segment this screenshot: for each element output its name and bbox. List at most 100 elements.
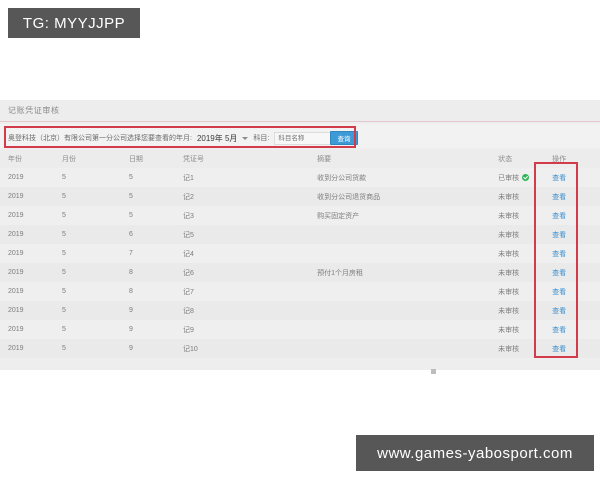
view-link[interactable]: 查看 [552,326,567,334]
view-link[interactable]: 查看 [552,174,567,182]
view-link[interactable]: 查看 [552,307,567,315]
status-label: 未审核 [498,307,520,315]
view-link[interactable]: 查看 [552,250,567,258]
cell-action: 查看 [544,306,600,316]
cell-year: 2019 [8,269,24,276]
cell-month: 5 [62,231,66,238]
cell-day: 8 [128,288,133,295]
view-link[interactable]: 查看 [552,231,567,239]
status-label: 未审核 [498,212,520,220]
cell-year: 2019 [8,326,24,333]
view-link[interactable]: 查看 [552,193,567,201]
table-row: 2019 5 9 记10 未审核 查看 [0,339,600,358]
cell-month: 5 [62,212,66,219]
table-body: 2019 5 5 记1 收到分公司货款 已审核 查看 2019 5 5 记2 收到分公司退货商品 未审核… [0,168,600,358]
table-header-row: 年份 月份 日期 凭证号 摘要 状态 操作 [0,150,600,168]
status-badge: 未审核 [490,268,544,278]
cell-voucher: 记3 [182,212,194,220]
cell-day: 5 [128,193,133,200]
cell-day: 7 [128,250,133,257]
status-label: 未审核 [498,231,520,239]
status-badge: 未审核 [490,306,544,316]
table-row: 2019 5 7 记4 未审核 查看 [0,244,600,263]
cell-action: 查看 [544,325,600,335]
cell-voucher: 记4 [182,250,194,258]
page-title: 记账凭证审核 [8,106,60,115]
status-label: 已审核 [498,174,520,182]
status-label: 未审核 [498,288,520,296]
column-header-day: 日期 [128,156,143,163]
column-header-month: 月份 [62,156,77,163]
cell-desc: 收到分公司货款 [317,174,367,182]
period-value[interactable]: 2019年 5月 [196,133,238,143]
cell-month: 5 [62,307,66,314]
cell-day: 5 [128,174,133,181]
subject-input[interactable] [274,131,347,145]
table-row: 2019 5 5 记2 收到分公司退货商品 未审核 查看 [0,187,600,206]
status-label: 未审核 [498,250,520,258]
column-header-action: 操作 [552,156,567,163]
cell-desc: 收到分公司退货商品 [317,193,381,201]
cell-year: 2019 [8,250,24,257]
cell-year: 2019 [8,193,24,200]
cell-action: 查看 [544,287,600,297]
cell-month: 5 [62,326,66,333]
cell-action: 查看 [544,249,600,259]
cell-day: 9 [128,345,133,352]
status-badge: 未审核 [490,192,544,202]
cell-month: 5 [62,269,66,276]
filter-controls: 奥登科技（北京）有限公司第一分公司选择您要查看的年月: 2019年 5月 科目: [8,130,347,146]
table-row: 2019 5 9 记8 未审核 查看 [0,301,600,320]
column-header-status: 状态 [498,156,513,163]
voucher-table: 年份 月份 日期 凭证号 摘要 状态 操作 2019 5 5 记1 收到分公司货款 已审核… [0,150,600,358]
status-label: 未审核 [498,193,520,201]
cell-day: 5 [128,212,133,219]
chevron-down-icon[interactable] [242,136,249,140]
cell-action: 查看 [544,344,600,354]
subject-label: 科目: [253,135,270,142]
company-period-label: 奥登科技（北京）有限公司第一分公司选择您要查看的年月: [8,135,192,142]
cell-day: 9 [128,307,133,314]
status-badge: 未审核 [490,230,544,240]
table-row: 2019 5 9 记9 未审核 查看 [0,320,600,339]
cell-month: 5 [62,250,66,257]
cell-desc: 预付1个月房租 [317,269,363,277]
scroll-nub[interactable] [431,369,436,374]
status-label: 未审核 [498,345,520,353]
cell-voucher: 记9 [182,326,194,334]
cell-day: 6 [128,231,133,238]
table-row: 2019 5 8 记7 未审核 查看 [0,282,600,301]
table-row: 2019 5 6 记5 未审核 查看 [0,225,600,244]
status-label: 未审核 [498,326,520,334]
cell-year: 2019 [8,212,24,219]
cell-year: 2019 [8,345,24,352]
column-header-desc: 摘要 [317,156,332,163]
cell-month: 5 [62,193,66,200]
cell-action: 查看 [544,192,600,202]
column-header-voucher: 凭证号 [182,156,204,163]
table-row: 2019 5 5 记1 收到分公司货款 已审核 查看 [0,168,600,187]
tg-watermark-badge: TG: MYYJJPP [8,8,140,38]
cell-month: 5 [62,174,66,181]
column-header-year: 年份 [8,156,22,163]
panel-title-bar [0,100,600,122]
view-link[interactable]: 查看 [552,212,567,220]
view-link[interactable]: 查看 [552,269,567,277]
view-link[interactable]: 查看 [552,345,567,353]
cell-year: 2019 [8,174,24,181]
table-row: 2019 5 8 记6 预付1个月房租 未审核 查看 [0,263,600,282]
cell-voucher: 记6 [182,269,194,277]
cell-year: 2019 [8,231,24,238]
cell-voucher: 记8 [182,307,194,315]
cell-day: 8 [128,269,133,276]
view-link[interactable]: 查看 [552,288,567,296]
cell-voucher: 记10 [182,345,198,353]
status-badge: 未审核 [490,344,544,354]
cell-voucher: 记7 [182,288,194,296]
status-badge: 已审核 [490,173,544,183]
cell-desc: 购买固定资产 [317,212,360,220]
search-button[interactable]: 查询 [330,131,358,145]
status-badge: 未审核 [490,249,544,259]
cell-year: 2019 [8,288,24,295]
